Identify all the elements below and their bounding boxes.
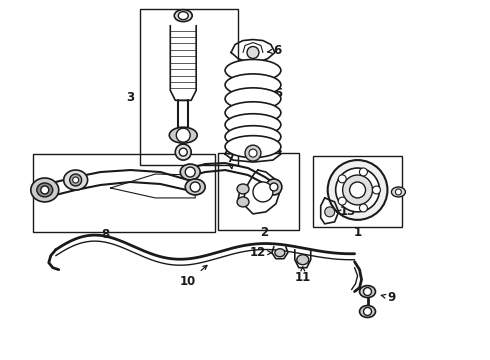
Ellipse shape <box>41 186 49 194</box>
Ellipse shape <box>31 178 59 202</box>
Ellipse shape <box>338 175 346 183</box>
Ellipse shape <box>225 88 281 110</box>
Text: 7: 7 <box>226 152 234 169</box>
Ellipse shape <box>225 59 281 81</box>
Text: 8: 8 <box>101 228 110 241</box>
Ellipse shape <box>395 189 401 195</box>
Text: 10: 10 <box>180 265 207 288</box>
Ellipse shape <box>336 168 379 212</box>
Ellipse shape <box>237 184 249 194</box>
Ellipse shape <box>360 285 375 298</box>
Ellipse shape <box>225 114 281 136</box>
Ellipse shape <box>176 128 190 142</box>
Ellipse shape <box>37 183 53 197</box>
Ellipse shape <box>175 144 191 160</box>
Text: 3: 3 <box>126 91 135 104</box>
Bar <box>33 154 215 232</box>
Ellipse shape <box>338 197 346 205</box>
Ellipse shape <box>225 136 281 158</box>
Text: 13: 13 <box>337 205 356 219</box>
Ellipse shape <box>392 187 405 197</box>
Text: 4: 4 <box>268 144 282 157</box>
Ellipse shape <box>360 204 368 212</box>
Ellipse shape <box>225 74 281 96</box>
Ellipse shape <box>179 148 187 156</box>
Ellipse shape <box>225 102 281 124</box>
Ellipse shape <box>360 306 375 318</box>
Ellipse shape <box>275 249 285 257</box>
Text: 6: 6 <box>268 44 282 57</box>
Text: 12: 12 <box>250 246 272 259</box>
Ellipse shape <box>270 183 278 191</box>
Text: 5: 5 <box>268 87 282 100</box>
Ellipse shape <box>266 179 282 195</box>
Ellipse shape <box>70 174 82 186</box>
Text: 11: 11 <box>294 267 311 284</box>
Ellipse shape <box>174 10 192 22</box>
Bar <box>313 156 402 227</box>
Ellipse shape <box>372 186 380 194</box>
Ellipse shape <box>364 288 371 296</box>
Ellipse shape <box>178 12 188 20</box>
Ellipse shape <box>349 182 366 198</box>
Ellipse shape <box>297 255 309 265</box>
Ellipse shape <box>325 207 335 217</box>
Ellipse shape <box>343 175 372 205</box>
Ellipse shape <box>180 164 200 180</box>
Ellipse shape <box>253 182 273 202</box>
Ellipse shape <box>247 46 259 58</box>
Ellipse shape <box>237 197 249 207</box>
Ellipse shape <box>245 145 261 161</box>
Ellipse shape <box>185 179 205 195</box>
Bar <box>218 153 299 230</box>
Ellipse shape <box>190 182 200 192</box>
Ellipse shape <box>328 160 388 220</box>
Text: 2: 2 <box>260 226 268 239</box>
Ellipse shape <box>73 177 78 183</box>
Ellipse shape <box>185 167 195 177</box>
Bar <box>141 9 238 165</box>
Ellipse shape <box>360 168 368 176</box>
Text: 9: 9 <box>381 291 395 304</box>
Ellipse shape <box>225 126 281 148</box>
Text: 1: 1 <box>353 226 362 239</box>
Ellipse shape <box>249 149 257 157</box>
Ellipse shape <box>364 307 371 315</box>
Ellipse shape <box>169 127 197 143</box>
Ellipse shape <box>64 170 88 190</box>
